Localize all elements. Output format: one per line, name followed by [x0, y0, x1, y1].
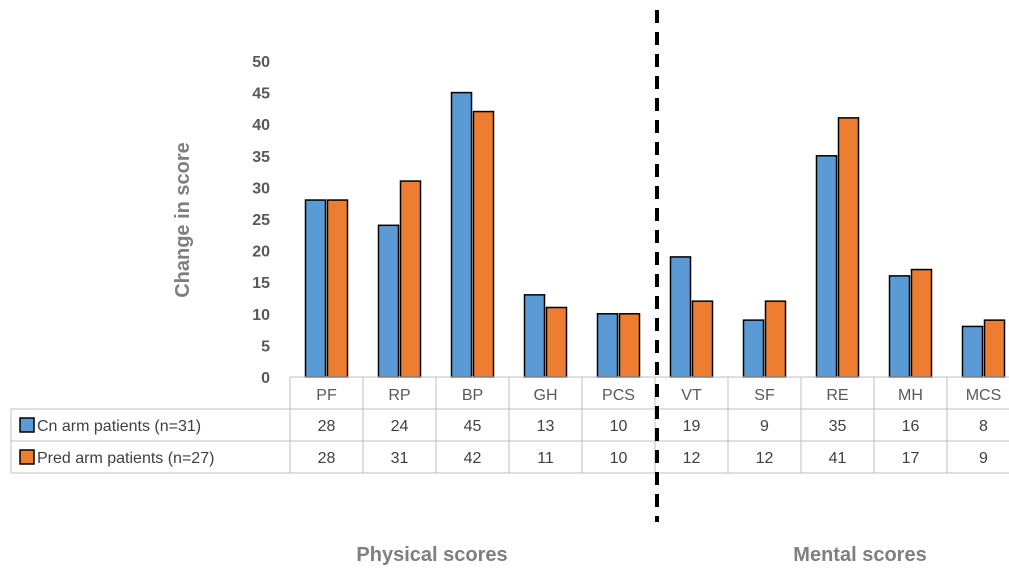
bar-cn-mh [888, 275, 911, 378]
category-label-mcs: MCS [966, 387, 1002, 404]
bar-pred-rp [399, 180, 422, 378]
y-tick-label: 20 [252, 244, 270, 261]
bar-cn-rp [377, 224, 400, 378]
category-label-pcs: PCS [602, 387, 635, 404]
category-label-sf: SF [754, 387, 775, 404]
bar-cn-pcs [596, 313, 619, 378]
bars [304, 91, 1006, 378]
table-cell: 31 [391, 450, 409, 467]
table-cell: 42 [464, 450, 482, 467]
bar-cn-bp [450, 91, 473, 378]
table-cell: 19 [683, 418, 701, 435]
group-label-mental: Mental scores [793, 544, 926, 566]
bar-cn-vt [669, 256, 692, 378]
table-cell: 10 [610, 450, 628, 467]
table-cell: 41 [829, 450, 847, 467]
y-tick-label: 5 [261, 338, 270, 355]
table-cell: 9 [979, 450, 988, 467]
legend-swatch-pred [19, 449, 35, 465]
data-table: PF RP BP GH PCS VT SF RE MH MCS Cn arm patients (n… [10, 376, 1009, 474]
bar-cn-mcs [961, 325, 984, 378]
table-cell: 11 [537, 450, 554, 467]
y-tick-label: 0 [261, 370, 270, 387]
table-cell: 12 [683, 450, 701, 467]
y-tick-label: 45 [252, 86, 270, 103]
table-cell: 28 [318, 450, 336, 467]
legend-label-cn: Cn arm patients (n=31) [37, 418, 201, 435]
bar-pred-pcs [618, 313, 641, 378]
legend-label-pred: Pred arm patients (n=27) [37, 450, 214, 467]
bar-pred-mh [910, 268, 933, 378]
category-label-mh: MH [898, 387, 923, 404]
category-label-rp: RP [388, 387, 410, 404]
table-cell: 16 [902, 418, 920, 435]
bar-cn-re [815, 155, 838, 378]
bar-pred-bp [472, 110, 495, 378]
bar-cn-gh [523, 294, 546, 378]
category-label-pf: PF [316, 387, 337, 404]
table-cell: 9 [760, 418, 769, 435]
table-cell: 10 [610, 418, 628, 435]
bar-cn-pf [304, 199, 327, 378]
y-tick-label: 10 [252, 307, 270, 324]
category-label-bp: BP [462, 387, 483, 404]
bar-pred-re [837, 117, 860, 378]
bar-pred-sf [764, 300, 787, 378]
y-tick-label: 35 [252, 149, 270, 166]
y-tick-label: 40 [252, 117, 270, 134]
bar-pred-vt [691, 300, 714, 378]
y-axis-ticks: 0 5 10 15 20 25 30 35 40 45 50 [252, 54, 270, 387]
bar-pred-gh [545, 306, 568, 378]
table-cell: 12 [756, 450, 774, 467]
bar-pred-mcs [983, 319, 1006, 378]
category-label-vt: VT [681, 387, 702, 404]
y-tick-label: 15 [252, 275, 270, 292]
table-cell: 13 [537, 418, 555, 435]
y-axis-title: Change in score [172, 142, 194, 298]
category-label-re: RE [826, 387, 848, 404]
group-label-physical: Physical scores [356, 544, 507, 566]
table-cell: 28 [318, 418, 336, 435]
y-tick-label: 30 [252, 180, 270, 197]
y-tick-label: 50 [252, 54, 270, 71]
table-cell: 17 [902, 450, 920, 467]
bar-pred-pf [326, 199, 349, 378]
table-cell: 35 [829, 418, 847, 435]
legend-swatch-cn [19, 417, 35, 433]
table-cell: 8 [979, 418, 988, 435]
table-cell: 24 [391, 418, 409, 435]
bar-cn-sf [742, 319, 765, 378]
table-cell: 45 [464, 418, 482, 435]
category-label-gh: GH [534, 387, 558, 404]
y-tick-label: 25 [252, 212, 270, 229]
